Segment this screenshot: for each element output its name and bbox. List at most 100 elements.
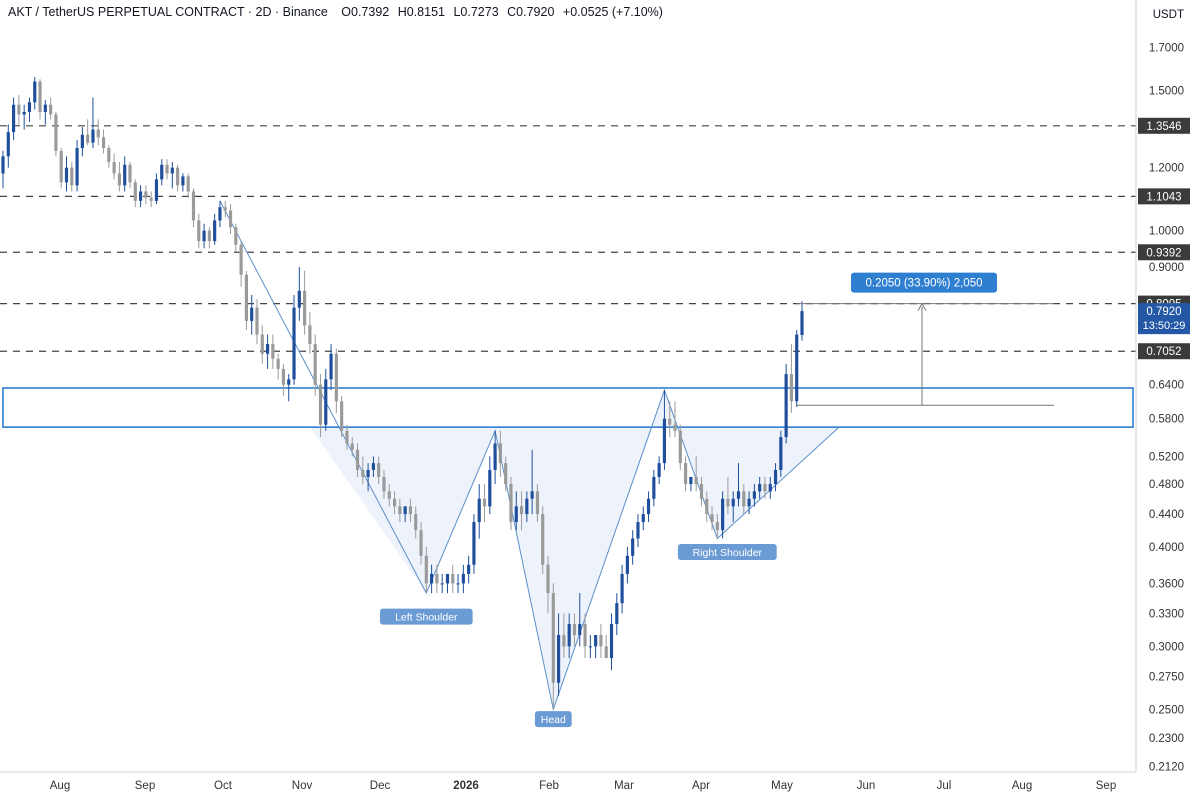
candle-body xyxy=(117,173,121,186)
annotation-tag-box xyxy=(677,543,777,560)
y-tick-label-4: 0.9000 xyxy=(1149,262,1184,274)
candle-body xyxy=(340,401,344,431)
candles-group xyxy=(1,77,804,710)
current-price-label: 0.7920 xyxy=(1146,306,1181,318)
y-tick-label-0: 1.7000 xyxy=(1149,42,1184,54)
candle-body xyxy=(371,463,375,470)
candle-body xyxy=(572,624,577,636)
candle-body xyxy=(652,476,656,499)
x-tick-label-2: Oct xyxy=(214,780,233,792)
candle-body xyxy=(525,498,529,515)
measure-label: 0.2050 (33.90%) 2,050 xyxy=(865,278,982,290)
y-tick-label-17: 0.2120 xyxy=(1149,761,1184,773)
candle-body xyxy=(758,484,762,492)
level-price-label-4: 0.7052 xyxy=(1146,346,1181,358)
candle-body xyxy=(191,191,196,221)
level-price-label-2: 0.9392 xyxy=(1146,247,1181,259)
candle-body xyxy=(398,506,402,515)
candle-body xyxy=(657,463,661,477)
candle-body xyxy=(154,179,159,201)
candle-body xyxy=(631,538,635,556)
candle-body xyxy=(350,443,354,450)
candle-body xyxy=(292,307,296,380)
level-price-tag xyxy=(1138,343,1190,360)
close-value: C0.7920 xyxy=(507,5,555,19)
chart-header: AKT / TetherUS PERPETUAL CONTRACT · 2D ·… xyxy=(8,5,668,19)
candle-body xyxy=(303,290,307,326)
candle-body xyxy=(334,353,338,402)
candle-body xyxy=(445,573,450,584)
candle-body xyxy=(112,161,116,174)
candle-body xyxy=(736,491,741,499)
candle-body xyxy=(768,484,772,492)
candle-body xyxy=(96,129,100,138)
candle-body xyxy=(710,514,714,523)
candle-body xyxy=(101,137,106,149)
y-tick-label-1: 1.5000 xyxy=(1149,86,1184,98)
candle-body xyxy=(472,522,476,565)
x-tick-label-3: Nov xyxy=(292,780,313,792)
candle-body xyxy=(313,344,317,385)
candle-body xyxy=(260,334,264,354)
candle-body xyxy=(265,344,270,354)
candle-body xyxy=(504,463,508,485)
pattern-area xyxy=(309,390,840,710)
candle-body xyxy=(165,164,169,174)
candle-body xyxy=(123,164,127,186)
x-tick-label-10: Jun xyxy=(857,780,876,792)
annotation-tag-box xyxy=(380,608,473,625)
candle-body xyxy=(784,374,788,438)
level-price-tag xyxy=(1138,117,1190,134)
candle-body xyxy=(54,114,58,151)
candle-body xyxy=(699,484,704,499)
candle-body xyxy=(197,220,201,242)
candle-body xyxy=(636,522,640,539)
candle-body xyxy=(64,167,69,183)
candle-body xyxy=(519,506,524,515)
candle-body xyxy=(689,476,693,485)
x-tick-label-12: Aug xyxy=(1012,780,1032,792)
candle-body xyxy=(281,368,286,385)
candle-body xyxy=(440,583,444,585)
y-tick-label-6: 0.5800 xyxy=(1149,414,1184,426)
candle-body xyxy=(684,463,688,485)
candle-body xyxy=(207,230,211,242)
candle-body xyxy=(562,635,566,647)
candle-body xyxy=(509,484,513,523)
candle-body xyxy=(160,164,164,180)
candle-body xyxy=(49,104,53,115)
high-value: H0.8151 xyxy=(397,5,445,19)
candle-body xyxy=(308,325,312,345)
candle-body xyxy=(234,227,238,245)
candle-body xyxy=(620,573,624,604)
candle-body xyxy=(133,182,137,201)
candle-body xyxy=(625,555,629,574)
candle-body xyxy=(181,176,185,186)
y-tick-label-13: 0.3000 xyxy=(1149,641,1184,653)
candle-body xyxy=(779,437,783,470)
current-price-tag xyxy=(1138,303,1190,335)
candle-body xyxy=(609,624,614,659)
candle-body xyxy=(202,230,206,242)
candle-body xyxy=(482,498,487,507)
candle-body xyxy=(721,498,725,531)
x-tick-label-6: Feb xyxy=(539,780,559,792)
candle-body xyxy=(795,334,799,402)
candle-body xyxy=(70,167,74,186)
x-tick-label-11: Jul xyxy=(937,780,952,792)
candle-body xyxy=(144,191,148,198)
candle-body xyxy=(498,443,502,464)
candle-body xyxy=(27,102,32,112)
candle-body xyxy=(430,573,434,584)
candle-body xyxy=(6,132,10,157)
y-tick-label-12: 0.3300 xyxy=(1149,608,1184,620)
candle-body xyxy=(387,491,391,499)
candle-body xyxy=(742,491,746,507)
candle-body xyxy=(705,498,709,515)
candle-body xyxy=(355,449,360,470)
y-tick-label-10: 0.4000 xyxy=(1149,542,1184,554)
candle-body xyxy=(594,635,598,647)
candle-body xyxy=(361,469,365,477)
